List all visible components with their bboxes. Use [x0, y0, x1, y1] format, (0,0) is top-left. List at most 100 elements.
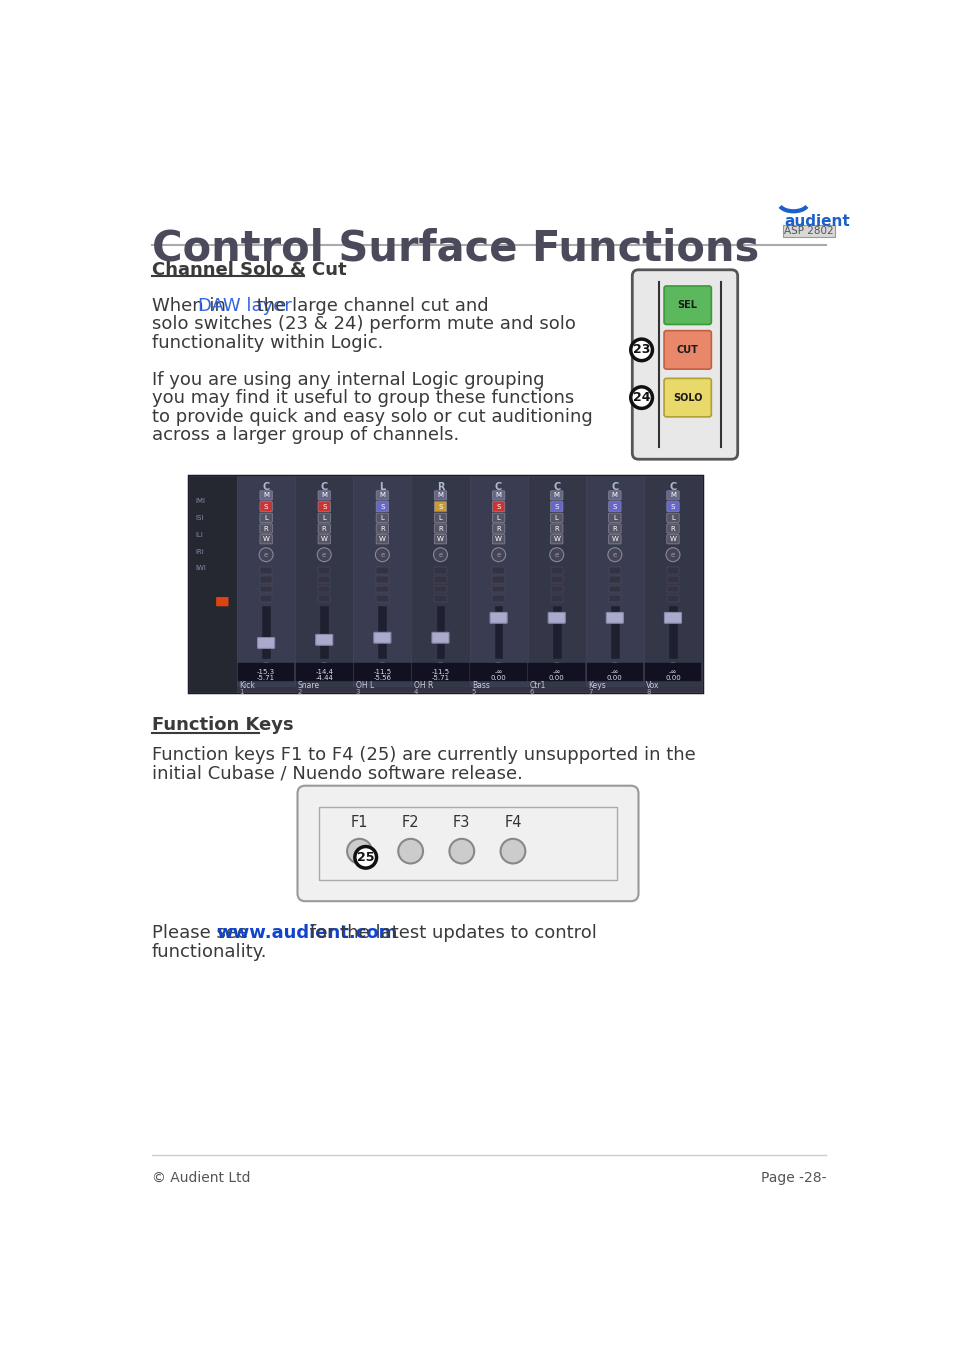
FancyBboxPatch shape	[548, 613, 565, 624]
Text: 7: 7	[587, 688, 592, 695]
FancyBboxPatch shape	[664, 613, 680, 624]
Text: W: W	[553, 536, 559, 543]
FancyBboxPatch shape	[259, 576, 272, 583]
FancyBboxPatch shape	[666, 595, 679, 602]
Circle shape	[397, 838, 422, 864]
Text: C: C	[553, 482, 559, 493]
Text: R: R	[321, 525, 326, 532]
Text: -14.4: -14.4	[314, 668, 333, 675]
FancyBboxPatch shape	[643, 477, 701, 691]
FancyBboxPatch shape	[666, 576, 679, 583]
Text: SEL: SEL	[677, 300, 697, 310]
Text: 25: 25	[356, 850, 375, 864]
FancyBboxPatch shape	[434, 513, 446, 522]
FancyBboxPatch shape	[666, 586, 679, 593]
FancyBboxPatch shape	[434, 586, 446, 593]
FancyBboxPatch shape	[320, 606, 328, 657]
Text: -5.56: -5.56	[373, 675, 391, 680]
Circle shape	[433, 548, 447, 562]
Text: W: W	[611, 536, 618, 543]
FancyBboxPatch shape	[259, 502, 272, 512]
Text: Keys: Keys	[587, 680, 605, 690]
Text: initial Cubase / Nuendo software release.: initial Cubase / Nuendo software release…	[152, 764, 522, 782]
Text: W: W	[262, 536, 270, 543]
Circle shape	[259, 548, 273, 562]
Text: L: L	[264, 514, 268, 521]
Text: across a larger group of channels.: across a larger group of channels.	[152, 427, 458, 444]
FancyBboxPatch shape	[527, 477, 585, 691]
Text: ISI: ISI	[195, 514, 203, 521]
FancyBboxPatch shape	[259, 567, 272, 574]
Text: L: L	[379, 482, 385, 493]
FancyBboxPatch shape	[375, 576, 388, 583]
Text: L: L	[322, 514, 326, 521]
FancyBboxPatch shape	[550, 513, 562, 522]
FancyBboxPatch shape	[374, 632, 391, 643]
Text: e: e	[612, 552, 617, 558]
Text: you may find it useful to group these functions: you may find it useful to group these fu…	[152, 389, 574, 408]
FancyBboxPatch shape	[375, 491, 388, 500]
Text: L: L	[380, 514, 384, 521]
Text: M: M	[437, 493, 443, 498]
Text: R: R	[437, 525, 442, 532]
Text: e: e	[437, 552, 442, 558]
FancyBboxPatch shape	[317, 576, 330, 583]
FancyBboxPatch shape	[586, 663, 642, 680]
FancyBboxPatch shape	[550, 502, 562, 512]
Text: Kick: Kick	[239, 680, 255, 690]
FancyBboxPatch shape	[668, 606, 676, 657]
Circle shape	[261, 663, 271, 672]
Text: ILI: ILI	[195, 532, 203, 537]
FancyBboxPatch shape	[550, 567, 562, 574]
Text: e: e	[380, 552, 384, 558]
Text: functionality within Logic.: functionality within Logic.	[152, 333, 383, 352]
Text: 6: 6	[530, 688, 534, 695]
Text: IMI: IMI	[195, 498, 205, 504]
FancyBboxPatch shape	[608, 586, 620, 593]
FancyBboxPatch shape	[608, 576, 620, 583]
FancyBboxPatch shape	[606, 613, 622, 624]
Text: Bass: Bass	[472, 680, 489, 690]
FancyBboxPatch shape	[610, 606, 618, 657]
Text: DAW layer: DAW layer	[198, 297, 292, 315]
FancyBboxPatch shape	[236, 687, 701, 691]
FancyBboxPatch shape	[432, 632, 449, 643]
FancyBboxPatch shape	[412, 663, 468, 680]
Circle shape	[665, 548, 679, 562]
Text: M: M	[553, 493, 559, 498]
Circle shape	[355, 846, 376, 868]
Text: e: e	[322, 552, 326, 558]
Text: C: C	[262, 482, 270, 493]
Text: 4: 4	[414, 688, 417, 695]
Text: L: L	[555, 514, 558, 521]
FancyBboxPatch shape	[317, 567, 330, 574]
Text: M: M	[379, 493, 385, 498]
FancyBboxPatch shape	[644, 663, 700, 680]
Text: -∞: -∞	[668, 668, 677, 675]
FancyBboxPatch shape	[294, 477, 353, 691]
Circle shape	[347, 838, 372, 864]
Text: 8: 8	[645, 688, 650, 695]
Text: www.audient.com: www.audient.com	[216, 925, 397, 942]
FancyBboxPatch shape	[492, 595, 504, 602]
Text: solo switches (23 & 24) perform mute and solo: solo switches (23 & 24) perform mute and…	[152, 316, 575, 333]
Circle shape	[549, 548, 563, 562]
Text: © Audient Ltd: © Audient Ltd	[152, 1170, 250, 1185]
Circle shape	[630, 339, 652, 360]
FancyBboxPatch shape	[666, 524, 679, 533]
Text: CUT: CUT	[676, 344, 698, 355]
FancyBboxPatch shape	[666, 513, 679, 522]
FancyBboxPatch shape	[550, 535, 562, 544]
FancyBboxPatch shape	[259, 513, 272, 522]
Text: Channel Solo & Cut: Channel Solo & Cut	[152, 261, 346, 278]
FancyBboxPatch shape	[666, 502, 679, 512]
FancyBboxPatch shape	[297, 786, 638, 902]
FancyBboxPatch shape	[317, 595, 330, 602]
Text: audient: audient	[783, 215, 849, 230]
Text: R: R	[554, 525, 558, 532]
Text: R: R	[496, 525, 500, 532]
Text: M: M	[263, 493, 269, 498]
Text: e: e	[496, 552, 500, 558]
Text: S: S	[264, 504, 268, 509]
Text: the large channel cut and: the large channel cut and	[251, 297, 488, 315]
